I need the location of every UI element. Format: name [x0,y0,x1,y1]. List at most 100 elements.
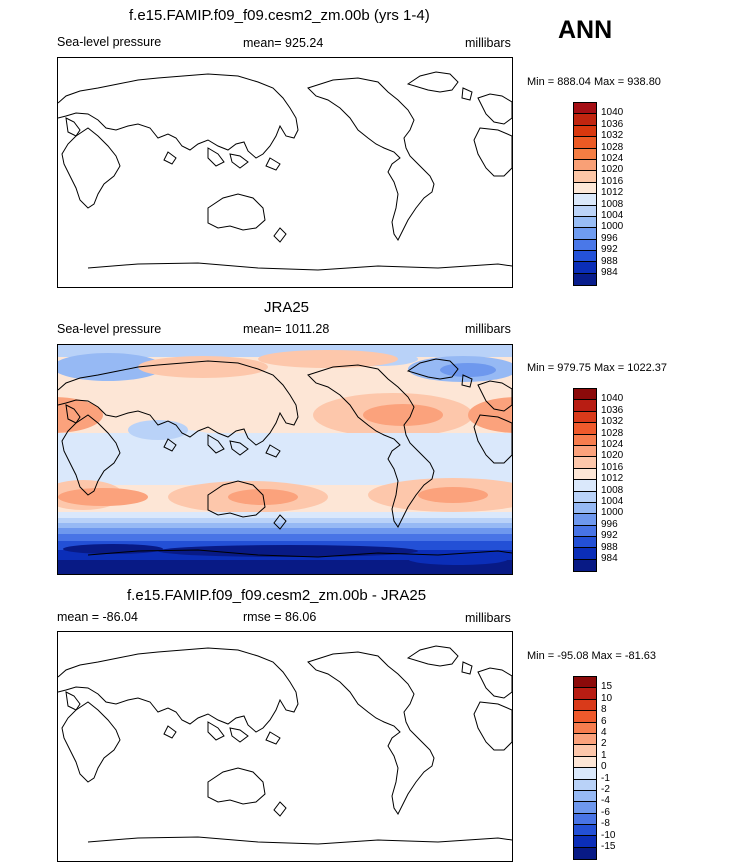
colorbar-swatch [574,251,596,263]
coastline-path [87,262,512,271]
panel1-colorbar [573,102,597,287]
colorbar-swatch [574,768,596,780]
coastline-path [87,549,512,558]
colorbar-swatch [574,411,596,424]
panel1-mean-label: mean= 925.24 [243,36,324,50]
colorbar-label: -15 [601,841,616,852]
colorbar-swatch [574,813,596,826]
colorbar-swatch [574,216,596,229]
colorbar-label: 1036 [601,118,624,130]
coastline-path [61,127,121,209]
panel3-title: f.e15.FAMIP.f09_f09.cesm2_zm.00b - JRA25 [127,587,427,604]
coastline-path [273,227,287,243]
coastline-path [207,767,266,805]
panel3-map [57,631,513,862]
colorbar-label: 1024 [601,153,624,164]
panel2-title: JRA25 [264,299,310,316]
coastline-path [265,444,281,458]
colorbar-label: 4 [601,727,607,738]
panel1-title: f.e15.FAMIP.f09_f09.cesm2_zm.00b (yrs 1-… [129,7,430,24]
coastline-path [207,147,225,167]
panel3-mean-label: mean = -86.04 [57,610,138,624]
panel1-map-canvas [58,71,512,271]
panel2-units-label: millibars [465,322,511,336]
colorbar-label: -2 [601,784,610,795]
colorbar-swatch [574,756,596,769]
coastline-path [477,667,512,699]
colorbar-label: -4 [601,795,610,807]
coastline-path [61,701,121,783]
panel1-variable-label: Sea-level pressure [57,35,162,49]
coastline-path [87,836,512,845]
coastline-path [229,727,249,743]
colorbar-swatch [574,468,596,481]
colorbar-label: 1024 [601,439,624,450]
colorbar-swatch [574,205,596,217]
panel2-map-canvas [58,345,512,574]
coastline-path [163,151,177,165]
colorbar-swatch [574,389,596,401]
panel2-minmax: Min = 979.75 Max = 1022.37 [527,362,668,374]
colorbar-label: 1040 [601,393,624,405]
colorbar-label: 1036 [601,404,624,416]
colorbar-label: 10 [601,692,613,704]
colorbar-swatch [574,733,596,746]
colorbar-label: 996 [601,518,618,530]
coastline-path [65,691,81,711]
colorbar-swatch [574,677,596,689]
colorbar-label: 1028 [601,427,624,439]
coastline-path [273,514,287,530]
colorbar-label: 1004 [601,496,624,507]
panel2-colorbar [573,388,597,573]
colorbar-swatch [574,745,596,757]
panel2-map [57,344,513,575]
panel3-map-canvas [58,645,512,845]
colorbar-label: 8 [601,704,607,716]
colorbar-swatch [574,423,596,435]
colorbar-swatch [574,445,596,458]
panel1-map [57,57,513,288]
colorbar-label: 1016 [601,461,624,473]
coastline-path [61,414,121,496]
colorbar-label: 1040 [601,107,624,119]
coastline-path [58,360,299,446]
coastline-path [207,193,266,231]
coastline-path [477,93,512,125]
colorbar-swatch [574,262,596,274]
colorbar-swatch [574,182,596,195]
colorbar-label: -6 [601,806,610,818]
colorbar-swatch [574,228,596,240]
colorbar-swatch [574,103,596,115]
season-label: ANN [558,16,613,44]
coastline-path [163,725,177,739]
colorbar-label: 1008 [601,198,624,210]
panel3-colorbar [573,676,597,861]
coastline-path [273,801,287,817]
colorbar-swatch [574,159,596,172]
panel1-units-label: millibars [465,36,511,50]
colorbar-label: 988 [601,541,618,553]
colorbar-swatch [574,171,596,183]
colorbar-label: 1000 [601,507,624,519]
coastline-path [207,434,225,454]
colorbar-label: 1032 [601,416,624,428]
colorbar-label: 992 [601,244,618,256]
colorbar-label: 1016 [601,175,624,187]
colorbar-label: 988 [601,255,618,267]
coastline-path [477,380,512,412]
colorbar-swatch [574,699,596,712]
colorbar-label: 1020 [601,164,624,176]
colorbar-label: 1020 [601,450,624,462]
panel2-mean-label: mean= 1011.28 [243,322,330,336]
coastline-path [229,153,249,169]
colorbar-swatch [574,148,596,160]
coastline-path [307,364,435,528]
colorbar-label: 1012 [601,187,624,199]
colorbar-swatch [574,137,596,149]
coastline-path [65,404,81,424]
colorbar-label: 996 [601,232,618,244]
colorbar-swatch [574,711,596,723]
panel2-variable-label: Sea-level pressure [57,322,162,336]
colorbar-swatch [574,688,596,700]
coastline-path [406,645,459,667]
